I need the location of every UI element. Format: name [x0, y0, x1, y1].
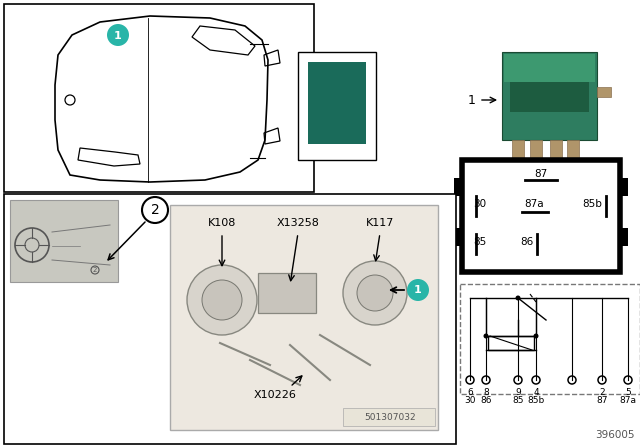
Bar: [308, 62, 366, 144]
Bar: [454, 178, 462, 196]
Text: 2: 2: [93, 267, 97, 273]
Text: 6: 6: [467, 388, 473, 397]
Circle shape: [107, 24, 129, 46]
Text: 8: 8: [483, 388, 489, 397]
Text: 87: 87: [534, 169, 548, 179]
Text: 9: 9: [515, 388, 521, 397]
Bar: [462, 160, 620, 272]
Text: 1: 1: [468, 94, 476, 107]
Text: 87a: 87a: [524, 199, 544, 209]
Text: 30: 30: [464, 396, 476, 405]
Text: 1: 1: [414, 285, 422, 295]
Bar: [4, 194, 456, 444]
Bar: [170, 205, 438, 430]
Bar: [510, 82, 589, 112]
Text: 396005: 396005: [595, 430, 635, 440]
Text: K108: K108: [208, 218, 236, 228]
Bar: [488, 336, 534, 350]
Bar: [504, 54, 595, 82]
Bar: [597, 87, 611, 97]
Text: 2: 2: [150, 203, 159, 217]
Bar: [567, 140, 579, 158]
Text: 85b: 85b: [527, 396, 545, 405]
Text: K117: K117: [366, 218, 394, 228]
Circle shape: [534, 333, 538, 339]
Bar: [620, 178, 628, 196]
Circle shape: [202, 280, 242, 320]
Text: X13258: X13258: [276, 218, 319, 228]
Circle shape: [515, 296, 520, 301]
Circle shape: [483, 333, 488, 339]
Text: 87a: 87a: [620, 396, 637, 405]
Bar: [258, 273, 316, 313]
Bar: [10, 200, 118, 282]
Bar: [460, 284, 640, 394]
Text: 2: 2: [599, 388, 605, 397]
Bar: [502, 52, 597, 140]
Text: 85b: 85b: [582, 199, 602, 209]
Circle shape: [357, 275, 393, 311]
Bar: [4, 4, 314, 192]
Circle shape: [407, 279, 429, 301]
Bar: [620, 228, 628, 246]
Text: 1: 1: [114, 31, 122, 41]
Text: 87: 87: [596, 396, 608, 405]
Circle shape: [187, 265, 257, 335]
Text: 85: 85: [512, 396, 524, 405]
Bar: [343, 408, 435, 426]
Text: 5: 5: [625, 388, 631, 397]
Text: X10226: X10226: [253, 390, 296, 400]
Circle shape: [343, 261, 407, 325]
Bar: [550, 140, 562, 158]
Text: 86: 86: [480, 396, 492, 405]
Text: 30: 30: [474, 199, 486, 209]
Text: 501307032: 501307032: [364, 413, 416, 422]
Bar: [298, 52, 376, 160]
Bar: [512, 140, 524, 158]
Text: 4: 4: [533, 388, 539, 397]
Bar: [454, 228, 462, 246]
Text: 85: 85: [474, 237, 486, 247]
Text: 86: 86: [520, 237, 534, 247]
Bar: [530, 140, 542, 158]
